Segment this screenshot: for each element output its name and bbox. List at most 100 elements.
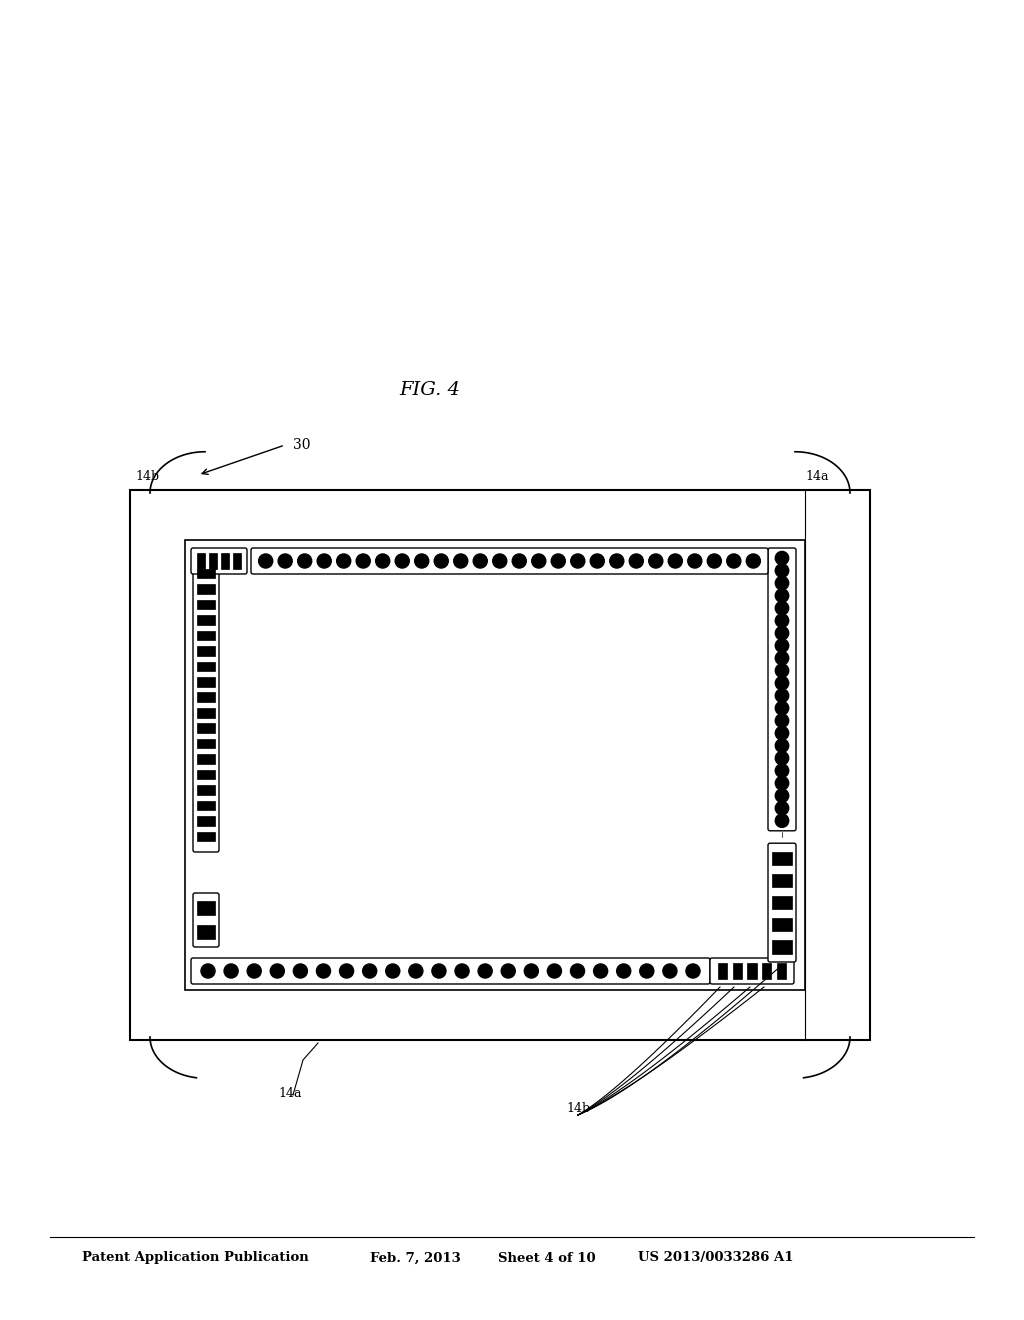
FancyBboxPatch shape <box>768 548 796 830</box>
Circle shape <box>640 964 654 978</box>
Bar <box>198 739 215 748</box>
Circle shape <box>669 554 682 568</box>
Bar <box>221 553 228 569</box>
Bar <box>198 832 215 841</box>
Circle shape <box>775 614 788 627</box>
Bar <box>233 553 241 569</box>
Circle shape <box>432 964 446 978</box>
Circle shape <box>775 652 788 665</box>
Circle shape <box>337 554 351 568</box>
FancyBboxPatch shape <box>191 548 247 574</box>
Circle shape <box>775 639 788 652</box>
Bar <box>198 569 215 578</box>
Circle shape <box>775 726 788 741</box>
Circle shape <box>293 964 307 978</box>
Circle shape <box>775 689 788 702</box>
Bar <box>198 801 215 810</box>
Text: Feb. 7, 2013: Feb. 7, 2013 <box>370 1251 461 1265</box>
Circle shape <box>454 554 468 568</box>
Circle shape <box>609 554 624 568</box>
Bar <box>198 661 215 671</box>
Circle shape <box>775 552 788 565</box>
Circle shape <box>455 964 469 978</box>
Circle shape <box>688 554 701 568</box>
Circle shape <box>548 964 561 978</box>
Circle shape <box>775 589 788 602</box>
Bar <box>772 896 792 909</box>
Circle shape <box>201 964 215 978</box>
Bar <box>198 754 215 764</box>
Circle shape <box>775 776 788 789</box>
FancyBboxPatch shape <box>251 548 768 574</box>
Bar <box>198 816 215 826</box>
FancyBboxPatch shape <box>193 894 219 946</box>
Circle shape <box>259 554 272 568</box>
Text: FIG. 4: FIG. 4 <box>399 381 461 399</box>
Text: 14b: 14b <box>135 470 159 483</box>
Circle shape <box>317 554 331 568</box>
FancyBboxPatch shape <box>193 558 219 851</box>
Circle shape <box>775 577 788 590</box>
Bar <box>772 917 792 932</box>
Circle shape <box>775 676 788 690</box>
Bar <box>772 940 792 953</box>
Bar <box>198 924 215 940</box>
Circle shape <box>775 739 788 752</box>
Circle shape <box>570 964 585 978</box>
Bar <box>777 962 786 979</box>
Circle shape <box>356 554 371 568</box>
Circle shape <box>775 714 788 727</box>
Bar <box>198 585 215 594</box>
Circle shape <box>316 964 331 978</box>
Circle shape <box>362 964 377 978</box>
Circle shape <box>524 964 539 978</box>
Circle shape <box>594 964 607 978</box>
Circle shape <box>775 764 788 777</box>
Circle shape <box>629 554 643 568</box>
Circle shape <box>376 554 390 568</box>
Circle shape <box>590 554 604 568</box>
Circle shape <box>493 554 507 568</box>
Circle shape <box>434 554 449 568</box>
FancyBboxPatch shape <box>768 843 796 962</box>
Bar <box>198 900 215 916</box>
Circle shape <box>775 751 788 764</box>
Circle shape <box>224 964 239 978</box>
Circle shape <box>270 964 285 978</box>
Circle shape <box>775 789 788 803</box>
Circle shape <box>478 964 493 978</box>
Circle shape <box>727 554 740 568</box>
Circle shape <box>340 964 353 978</box>
Circle shape <box>395 554 410 568</box>
Text: 30: 30 <box>293 438 310 451</box>
Bar <box>198 770 215 779</box>
Circle shape <box>473 554 487 568</box>
Bar <box>733 962 741 979</box>
Circle shape <box>775 564 788 577</box>
Circle shape <box>775 801 788 814</box>
Bar <box>772 874 792 887</box>
Circle shape <box>386 964 399 978</box>
Bar <box>718 962 727 979</box>
Bar <box>209 553 217 569</box>
Bar <box>772 851 792 866</box>
Circle shape <box>775 701 788 715</box>
Text: Sheet 4 of 10: Sheet 4 of 10 <box>498 1251 596 1265</box>
Text: Patent Application Publication: Patent Application Publication <box>82 1251 309 1265</box>
Bar <box>198 785 215 795</box>
Text: 14a: 14a <box>278 1086 301 1100</box>
Circle shape <box>551 554 565 568</box>
FancyBboxPatch shape <box>710 958 794 983</box>
Circle shape <box>512 554 526 568</box>
Text: 14a: 14a <box>805 470 828 483</box>
Bar <box>748 962 757 979</box>
Bar <box>762 962 771 979</box>
Bar <box>198 645 215 656</box>
Circle shape <box>746 554 761 568</box>
Circle shape <box>663 964 677 978</box>
FancyBboxPatch shape <box>191 958 710 983</box>
Bar <box>185 540 805 990</box>
Bar <box>198 708 215 718</box>
Circle shape <box>409 964 423 978</box>
Bar <box>198 599 215 610</box>
